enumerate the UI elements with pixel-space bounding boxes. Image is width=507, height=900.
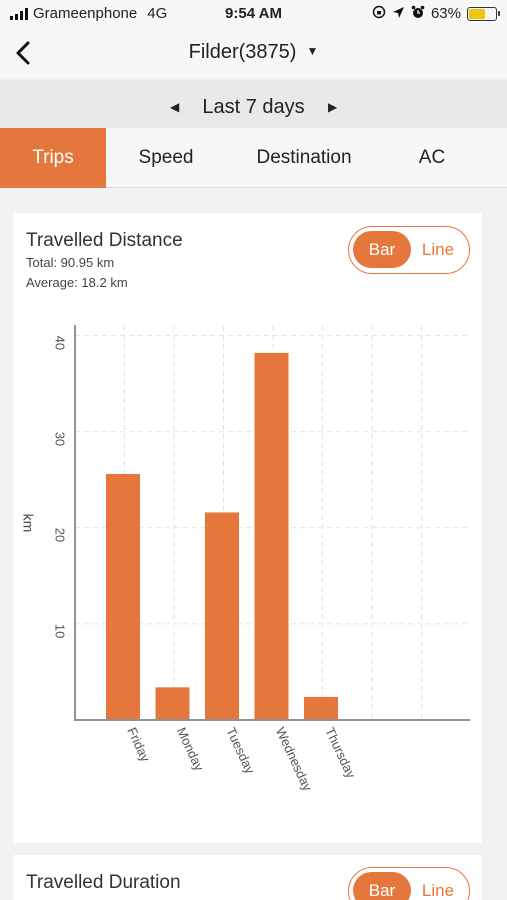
- x-tick-label: Tuesday: [223, 725, 258, 777]
- bar-wednesday: [254, 352, 289, 720]
- screen-lock-rotation-icon: [372, 5, 386, 22]
- y-tick-label: 40: [53, 336, 68, 350]
- travelled-duration-card: Travelled Duration Bar Line: [13, 855, 482, 900]
- line-option[interactable]: Line: [421, 880, 455, 900]
- tab-bar: Trips Speed Destination AC: [0, 128, 507, 188]
- average-distance: Average: 18.2 km: [26, 275, 128, 290]
- bar-option[interactable]: Bar: [353, 872, 411, 900]
- bar-friday: [106, 473, 140, 720]
- back-button[interactable]: [12, 38, 40, 68]
- network-type: 4G: [147, 5, 168, 22]
- period-label: Last 7 days: [202, 96, 305, 118]
- period-selector: ◀ Last 7 days ▶: [0, 80, 507, 128]
- battery-icon: [467, 6, 500, 21]
- y-axis-label: km: [20, 514, 36, 533]
- y-tick-label: 10: [53, 624, 68, 638]
- card-title: Travelled Distance: [26, 230, 183, 251]
- previous-period-button[interactable]: ◀: [170, 100, 180, 114]
- y-tick-label: 30: [53, 432, 68, 446]
- bar-monday: [155, 687, 190, 720]
- line-option[interactable]: Line: [421, 239, 455, 259]
- location-arrow-icon: [392, 6, 405, 22]
- next-period-button[interactable]: ▶: [328, 100, 338, 114]
- tab-destination[interactable]: Destination: [256, 147, 352, 168]
- travelled-distance-card: Travelled Distance Total: 90.95 km Avera…: [13, 213, 482, 843]
- alarm-icon: [411, 5, 425, 22]
- status-bar: Grameenphone 4G 9:54 AM 63%: [0, 0, 507, 30]
- tab-trips[interactable]: Trips: [0, 128, 106, 188]
- bar-tuesday: [205, 512, 239, 720]
- bar-thursday: [304, 696, 338, 720]
- navigation-bar: Filder(3875) ▼: [0, 30, 507, 78]
- distance-bar-chart: 10 20 30 40 km Friday Monday Tuesday Wednesday Th…: [20, 325, 470, 794]
- carrier-name: Grameenphone: [33, 5, 138, 22]
- vehicle-selector[interactable]: Filder(3875) ▼: [0, 41, 507, 64]
- x-tick-label: Thursday: [322, 725, 359, 781]
- chart-type-toggle: Bar Line: [348, 226, 470, 274]
- x-tick-label: Monday: [174, 725, 207, 774]
- tab-speed[interactable]: Speed: [138, 147, 194, 168]
- x-tick-label: Wednesday: [273, 725, 316, 794]
- y-tick-label: 20: [53, 528, 68, 542]
- caret-down-icon: ▼: [306, 44, 319, 58]
- bar-option[interactable]: Bar: [353, 231, 411, 268]
- x-tick-label: Friday: [124, 725, 153, 765]
- chevron-left-icon: [16, 41, 30, 65]
- page-title: Filder(3875): [188, 41, 297, 63]
- clock: 9:54 AM: [225, 5, 282, 22]
- total-distance: Total: 90.95 km: [26, 255, 115, 270]
- chart-type-toggle: Bar Line: [348, 867, 470, 900]
- tab-ac[interactable]: AC: [418, 147, 446, 168]
- signal-strength-icon: [10, 7, 28, 20]
- battery-percent: 63%: [430, 5, 461, 22]
- card-title: Travelled Duration: [26, 872, 181, 893]
